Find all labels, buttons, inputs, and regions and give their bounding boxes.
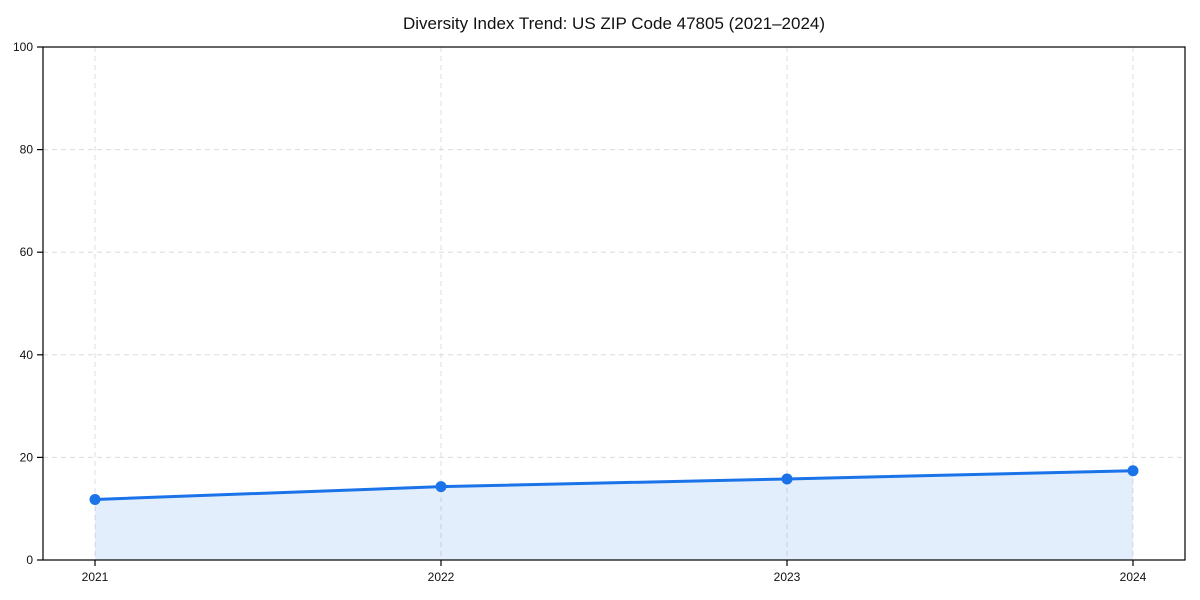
data-point (435, 481, 447, 493)
data-point-layer (89, 465, 1139, 505)
y-tick-label: 0 (26, 553, 33, 567)
axis-tick-labels: 2021 2022 2023 2024 0 20 40 60 80 100 (13, 40, 1147, 584)
data-point (1127, 465, 1139, 477)
x-tick-label: 2024 (1120, 570, 1147, 584)
data-point (89, 493, 101, 505)
y-tick-label: 100 (13, 40, 33, 54)
chart-title: Diversity Index Trend: US ZIP Code 47805… (403, 14, 825, 33)
y-tick-label: 20 (20, 450, 34, 464)
x-tick-label: 2022 (428, 570, 455, 584)
trend-line (93, 469, 1135, 501)
trend-line-layer (93, 469, 1135, 501)
x-tick-label: 2023 (774, 570, 801, 584)
x-tick-label: 2021 (82, 570, 109, 584)
y-tick-label: 40 (20, 348, 34, 362)
axis-ticks (37, 46, 1134, 566)
y-tick-label: 80 (20, 143, 34, 157)
data-point (781, 473, 793, 485)
y-tick-label: 60 (20, 245, 34, 259)
area-fill-layer (95, 470, 1133, 560)
plot-border (42, 46, 1186, 561)
area-fill (95, 470, 1133, 560)
